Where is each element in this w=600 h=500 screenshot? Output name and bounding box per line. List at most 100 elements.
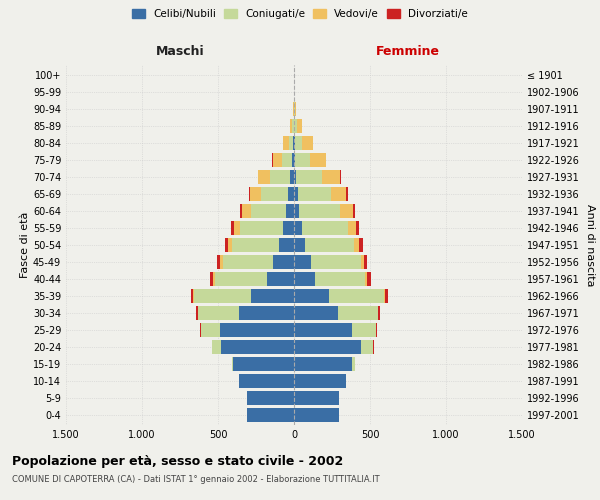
Bar bbox=[289, 136, 293, 150]
Bar bbox=[234, 221, 240, 235]
Bar bbox=[283, 136, 289, 150]
Bar bbox=[257, 170, 258, 184]
Bar bbox=[258, 170, 271, 184]
Text: Maschi: Maschi bbox=[155, 45, 205, 58]
Bar bbox=[364, 255, 367, 269]
Bar bbox=[359, 238, 363, 252]
Bar bbox=[294, 136, 295, 150]
Y-axis label: Anni di nascita: Anni di nascita bbox=[585, 204, 595, 286]
Bar bbox=[354, 238, 359, 252]
Bar bbox=[290, 170, 294, 184]
Bar bbox=[292, 119, 293, 134]
Bar bbox=[365, 272, 367, 286]
Bar bbox=[302, 136, 313, 150]
Bar bbox=[338, 306, 377, 320]
Bar bbox=[293, 136, 294, 150]
Bar bbox=[211, 272, 214, 286]
Bar bbox=[251, 204, 286, 218]
Bar bbox=[294, 306, 338, 320]
Bar bbox=[383, 288, 385, 303]
Bar bbox=[311, 255, 361, 269]
Bar bbox=[294, 288, 329, 303]
Bar bbox=[221, 340, 294, 354]
Bar bbox=[294, 170, 296, 184]
Bar bbox=[215, 272, 266, 286]
Bar bbox=[294, 390, 339, 405]
Bar bbox=[214, 272, 215, 286]
Bar bbox=[352, 322, 376, 337]
Bar bbox=[294, 153, 295, 168]
Bar bbox=[266, 272, 294, 286]
Bar bbox=[378, 306, 380, 320]
Bar bbox=[232, 356, 233, 371]
Bar bbox=[194, 288, 251, 303]
Bar bbox=[340, 170, 341, 184]
Bar bbox=[377, 306, 378, 320]
Bar bbox=[250, 187, 260, 202]
Bar bbox=[239, 374, 294, 388]
Bar bbox=[361, 340, 373, 354]
Bar bbox=[201, 322, 220, 337]
Bar bbox=[294, 340, 361, 354]
Bar bbox=[260, 187, 288, 202]
Bar bbox=[217, 255, 220, 269]
Bar bbox=[367, 272, 371, 286]
Bar bbox=[329, 288, 383, 303]
Bar bbox=[220, 255, 223, 269]
Bar bbox=[352, 356, 355, 371]
Bar bbox=[193, 288, 194, 303]
Bar bbox=[286, 204, 294, 218]
Bar bbox=[283, 221, 294, 235]
Bar bbox=[294, 322, 352, 337]
Bar bbox=[361, 255, 364, 269]
Bar bbox=[290, 119, 292, 134]
Bar bbox=[294, 255, 311, 269]
Bar bbox=[220, 322, 294, 337]
Bar bbox=[294, 272, 315, 286]
Bar bbox=[225, 238, 228, 252]
Bar bbox=[295, 153, 310, 168]
Bar bbox=[251, 288, 294, 303]
Bar bbox=[340, 204, 353, 218]
Bar bbox=[271, 170, 290, 184]
Bar bbox=[297, 119, 302, 134]
Bar bbox=[310, 153, 326, 168]
Bar bbox=[282, 153, 292, 168]
Y-axis label: Fasce di età: Fasce di età bbox=[20, 212, 30, 278]
Bar bbox=[296, 170, 322, 184]
Bar bbox=[231, 221, 234, 235]
Bar bbox=[356, 221, 359, 235]
Text: Popolazione per età, sesso e stato civile - 2002: Popolazione per età, sesso e stato civil… bbox=[12, 455, 343, 468]
Bar bbox=[294, 374, 346, 388]
Bar bbox=[331, 187, 346, 202]
Bar bbox=[385, 288, 388, 303]
Bar bbox=[302, 221, 348, 235]
Bar bbox=[247, 390, 294, 405]
Bar bbox=[348, 221, 356, 235]
Bar bbox=[294, 408, 339, 422]
Bar bbox=[294, 238, 305, 252]
Bar bbox=[242, 204, 251, 218]
Bar bbox=[273, 255, 294, 269]
Text: Femmine: Femmine bbox=[376, 45, 440, 58]
Bar bbox=[376, 322, 377, 337]
Bar bbox=[247, 408, 294, 422]
Bar bbox=[198, 306, 239, 320]
Bar bbox=[299, 204, 340, 218]
Bar bbox=[294, 102, 295, 117]
Bar bbox=[288, 187, 294, 202]
Bar bbox=[240, 221, 283, 235]
Bar bbox=[223, 255, 273, 269]
Bar bbox=[196, 306, 198, 320]
Bar bbox=[346, 187, 347, 202]
Bar bbox=[295, 136, 302, 150]
Bar bbox=[294, 356, 352, 371]
Bar bbox=[228, 238, 232, 252]
Bar bbox=[322, 170, 340, 184]
Bar bbox=[295, 102, 296, 117]
Bar bbox=[249, 187, 250, 202]
Bar bbox=[294, 221, 302, 235]
Bar bbox=[294, 187, 298, 202]
Bar bbox=[315, 272, 365, 286]
Bar bbox=[298, 187, 331, 202]
